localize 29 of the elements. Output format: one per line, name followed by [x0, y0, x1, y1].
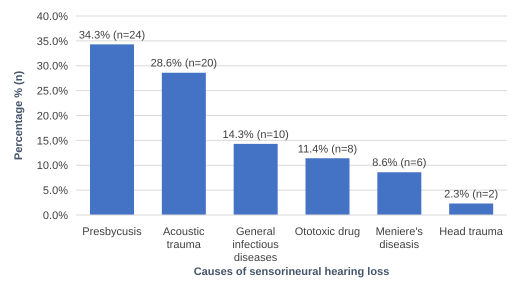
x-tick-label: Head trauma — [439, 226, 504, 238]
data-label: 8.6% (n=6) — [372, 157, 426, 170]
bar — [306, 158, 350, 215]
x-tick-label: Ototoxic drug — [294, 226, 360, 238]
y-tick-label: 35.0% — [36, 36, 68, 48]
x-tick-label: Meniere's diseasis — [376, 226, 424, 251]
bar — [449, 204, 494, 215]
y-axis-title: Percentage % (n) — [12, 70, 25, 160]
data-label: 14.3% (n=10) — [222, 128, 289, 141]
x-tick-label: Presbycusis — [82, 226, 142, 238]
y-tick-label: 5.0% — [42, 185, 68, 198]
x-axis-title: Causes of sensorineural hearing loss — [194, 266, 390, 278]
bar — [377, 172, 422, 215]
x-tick-label: Acoustic trauma — [162, 226, 206, 251]
y-tick-label: 20.0% — [36, 110, 68, 122]
data-label: 34.3% (n=24) — [78, 29, 146, 42]
y-tick-label: 0.0% — [42, 210, 68, 222]
y-tick-label: 15.0% — [36, 135, 68, 148]
x-tick-label: General infectious diseases — [232, 226, 280, 264]
bar — [162, 72, 206, 215]
data-label: 11.4% (n=8) — [298, 143, 358, 156]
y-tick-label: 40.0% — [36, 10, 68, 23]
y-tick-label: 30.0% — [36, 60, 68, 73]
bar — [234, 144, 278, 215]
y-tick-label: 10.0% — [36, 160, 68, 172]
data-label: 28.6% (n=20) — [150, 58, 218, 70]
data-label: 2.3% (n=2) — [444, 188, 498, 201]
bar — [90, 44, 134, 215]
y-tick-label: 25.0% — [36, 86, 68, 98]
